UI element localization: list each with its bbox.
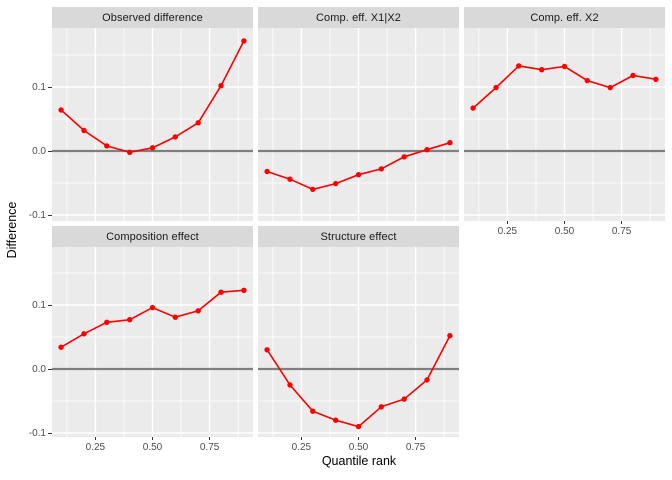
facet-strip: Observed difference <box>52 7 253 28</box>
facet-strip: Comp. eff. X1|X2 <box>258 7 459 28</box>
data-point <box>127 317 133 323</box>
x-axis-tick <box>415 437 417 440</box>
facet-strip: Composition effect <box>52 226 253 247</box>
x-tick-label: 0.75 <box>611 226 632 237</box>
data-point <box>149 304 156 311</box>
panel-plot <box>258 28 459 221</box>
panel-plot <box>52 247 253 437</box>
data-point <box>81 127 87 134</box>
data-point <box>218 289 224 295</box>
data-point <box>127 149 133 155</box>
x-axis-tick <box>358 437 359 440</box>
data-point <box>333 417 339 423</box>
data-point <box>516 63 522 69</box>
x-axis-tick <box>506 221 508 224</box>
data-point <box>401 396 407 402</box>
x-axis-tick <box>209 437 211 440</box>
data-point <box>287 176 293 182</box>
data-point <box>264 168 270 175</box>
data-point <box>195 120 201 126</box>
y-tick-label: 0.1 <box>32 81 46 93</box>
facet-strip: Comp. eff. X2 <box>464 7 665 28</box>
y-axis-tick <box>48 150 52 152</box>
x-tick-label: 0.25 <box>85 442 106 453</box>
panel-plot <box>258 247 459 437</box>
data-point <box>81 331 87 337</box>
x-axis-tick <box>564 221 565 224</box>
x-tick-label: 0.50 <box>554 226 575 237</box>
facet-strip-title: Comp. eff. X2 <box>530 11 599 24</box>
data-point <box>355 172 362 178</box>
data-point <box>653 76 659 82</box>
y-axis-tick <box>48 86 52 88</box>
y-axis-tick <box>48 432 52 434</box>
data-point <box>241 38 247 44</box>
x-tick-label: 0.25 <box>291 442 312 453</box>
x-axis-tick <box>621 221 623 224</box>
data-point <box>218 83 224 89</box>
y-tick-label: -0.1 <box>28 427 46 439</box>
data-point <box>630 72 636 79</box>
data-point <box>104 319 110 325</box>
facet-strip-title: Observed difference <box>102 11 203 24</box>
data-point <box>424 377 430 383</box>
y-axis-title: Difference <box>5 201 19 259</box>
data-point <box>172 134 178 140</box>
data-point <box>355 423 362 430</box>
data-point <box>470 105 476 111</box>
data-point <box>104 143 110 149</box>
data-point <box>447 333 453 339</box>
y-tick-label: 0.0 <box>32 145 46 157</box>
x-tick-label: 0.50 <box>142 442 163 453</box>
panel-plot <box>52 28 253 221</box>
data-point <box>58 344 64 350</box>
data-point <box>310 186 316 193</box>
data-point <box>333 180 339 187</box>
y-axis-tick <box>48 304 52 306</box>
data-point <box>378 404 384 410</box>
y-tick-label: 0.0 <box>32 363 46 375</box>
data-point <box>584 77 590 84</box>
x-tick-label: 0.75 <box>199 442 220 453</box>
x-axis-tick <box>152 437 153 440</box>
y-tick-label: 0.1 <box>32 299 46 311</box>
data-point <box>58 107 64 113</box>
data-point <box>561 63 568 70</box>
x-tick-label: 0.75 <box>405 442 426 453</box>
data-point <box>172 314 178 320</box>
x-tick-label: 0.50 <box>348 442 369 453</box>
facet-strip-title: Comp. eff. X1|X2 <box>316 11 401 24</box>
data-point <box>539 67 545 73</box>
data-point <box>607 84 613 91</box>
data-point <box>424 147 430 153</box>
facet-strip: Structure effect <box>258 226 459 247</box>
data-point <box>378 166 384 172</box>
panel-plot <box>464 28 665 221</box>
data-point <box>287 382 293 388</box>
data-point <box>401 154 407 160</box>
data-point <box>149 145 156 151</box>
data-point <box>447 140 453 146</box>
x-axis-title: Quantile rank <box>321 454 397 468</box>
x-axis-tick <box>300 437 302 440</box>
y-tick-label: -0.1 <box>28 209 46 221</box>
data-point <box>241 287 247 293</box>
y-axis-tick <box>48 214 52 216</box>
facet-strip-title: Structure effect <box>320 230 397 243</box>
y-axis-tick <box>48 368 52 370</box>
data-point <box>195 308 201 314</box>
x-tick-label: 0.25 <box>497 226 518 237</box>
x-axis-tick <box>94 437 96 440</box>
data-point <box>264 347 270 353</box>
facet-strip-title: Composition effect <box>106 230 199 243</box>
data-point <box>310 408 316 414</box>
data-point <box>493 84 499 91</box>
